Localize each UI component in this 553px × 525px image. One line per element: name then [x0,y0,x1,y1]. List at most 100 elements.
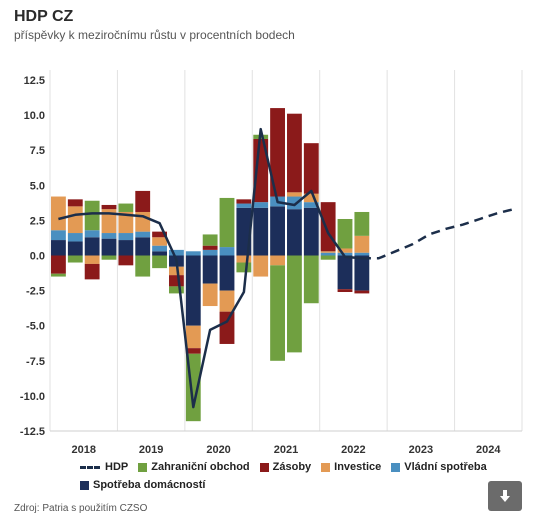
bar-segment-zahranicni [169,286,184,294]
bar-segment-investice [287,192,302,197]
legend-swatch [259,462,269,472]
bar-segment-zahranicni [287,255,302,353]
legend-swatch [80,480,89,490]
bar-segment-zasoby [320,202,336,252]
bar-segment-spotreba [84,237,100,256]
legend-item-spotreba[interactable]: Spotřeba domácností [80,479,205,491]
x-tick-label: 2021 [274,444,298,456]
bar-segment-zasoby [152,231,167,238]
bar-layer [51,108,370,422]
y-tick-label: 2.5 [30,215,45,227]
grid-layer [49,70,523,432]
bar-segment-vladni [303,202,319,208]
bar-segment-zahranicni [101,255,117,260]
y-tick-label: 12.5 [24,75,45,87]
bar-segment-vladni [287,196,302,210]
source-note: Zdroj: Patria s použitím CZSO [14,503,148,514]
bar-segment-vladni [101,233,117,239]
bar-segment-spotreba [101,238,117,256]
bar-segment-spotreba [118,240,134,256]
bar-segment-spotreba [135,237,151,256]
bar-segment-spotreba [152,251,167,256]
bar-segment-zahranicni [51,273,66,277]
bar-segment-vladni [135,231,151,238]
bar-segment-spotreba [287,209,302,256]
bar-segment-zahranicni [67,255,83,263]
legend-swatch [138,462,148,472]
chart-subtitle: příspěvky k meziročnímu růstu v procentn… [14,28,295,42]
bar-segment-investice [51,196,66,231]
bar-segment-zasoby [202,245,218,250]
bar-segment-zahranicni [236,262,252,273]
hdp-line [58,127,363,409]
x-tick-label: 2023 [409,444,433,456]
bar-segment-spotreba [354,255,370,291]
bar-segment-investice [270,255,285,266]
legend-label: Spotřeba domácností [93,479,206,491]
legend-label: Investice [334,461,382,473]
legend-item-zasoby[interactable]: Zásoby [259,461,311,473]
x-tick-label: 2020 [206,444,230,456]
bar-segment-spotreba [253,207,269,256]
legend-row-1: HDP Zahraniční obchod Zásoby Investice Vládn… [80,458,487,476]
bar-segment-vladni [84,230,100,238]
bar-segment-zahranicni [219,197,235,248]
bar-segment-zasoby [337,289,353,293]
bar-segment-spotreba [185,255,201,326]
bar-segment-zasoby [354,290,370,294]
bar-segment-spotreba [270,206,285,256]
legend-label: Vládní spotřeba [404,461,487,473]
y-tick-label: -2.5 [26,286,45,298]
bar-segment-investice [320,251,336,253]
bar-segment-vladni [185,251,201,256]
bar-segment-zasoby [270,108,285,197]
bar-segment-zahranicni [320,255,336,260]
bar-segment-spotreba [67,241,83,256]
bar-segment-investice [236,255,252,263]
bar-segment-zasoby [169,275,184,287]
bar-segment-spotreba [219,255,235,291]
y-tick-label: -7.5 [26,356,45,368]
legend-item-investice[interactable]: Investice [321,461,381,473]
bar-segment-investice [185,325,201,349]
y-tick-label: 0.0 [30,251,45,263]
bar-segment-zasoby [185,348,201,354]
legend: HDP Zahraniční obchod Zásoby Investice Vládn… [80,458,487,494]
x-tick-label: 2018 [71,444,95,456]
bar-segment-zahranicni [270,265,285,361]
bar-segment-investice [219,290,235,312]
bar-segment-zahranicni [84,200,100,231]
bar-segment-investice [253,255,269,277]
bar-segment-zasoby [67,199,83,207]
legend-item-zahranicni[interactable]: Zahraniční obchod [138,461,250,473]
bar-segment-zasoby [287,113,302,193]
bar-segment-zasoby [303,143,319,194]
bar-segment-vladni [202,249,218,256]
bar-segment-investice [202,283,218,307]
bar-segment-zasoby [219,311,235,344]
y-tick-label: 10.0 [24,110,45,122]
bar-segment-investice [152,237,167,246]
bar-segment-investice [354,235,370,253]
bar-segment-zahranicni [303,255,319,304]
legend-item-hdp[interactable]: HDP [80,461,128,473]
bar-segment-zasoby [84,263,100,280]
legend-row-2: Spotřeba domácností [80,476,480,494]
bar-segment-investice [101,209,117,234]
y-tick-label: 5.0 [30,180,45,192]
x-axis: 2018 2019 2020 2021 2022 2023 2024 [71,444,501,456]
bar-segment-vladni [118,233,134,241]
legend-label: HDP [105,461,129,473]
bar-segment-vladni [236,203,252,208]
x-tick-label: 2019 [139,444,163,456]
y-tick-label: -12.5 [20,426,45,438]
legend-item-vladni[interactable]: Vládní spotřeba [391,461,487,473]
download-button[interactable] [488,481,522,511]
bar-segment-spotreba [337,255,353,290]
y-axis: 12.5 10.0 7.5 5.0 2.5 0.0 -2.5 -5.0 -7.5 -10.0 -12… [20,75,45,438]
hdp-forecast-line [361,207,514,260]
bar-segment-vladni [169,249,184,256]
legend-swatch [321,462,331,472]
bar-segment-investice [337,248,353,253]
